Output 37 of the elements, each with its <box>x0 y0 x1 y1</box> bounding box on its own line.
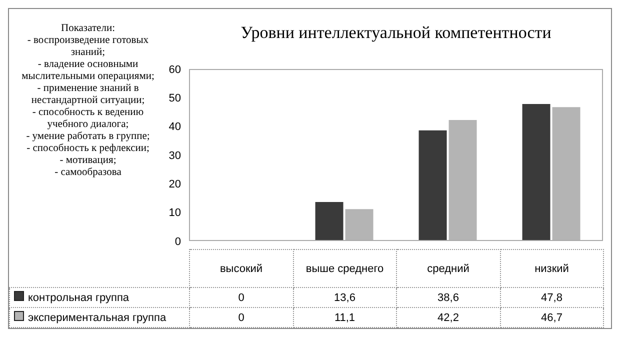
y-tick-label: 50 <box>168 92 181 105</box>
text: - самообразова <box>54 167 122 179</box>
x-tick-label: средний <box>396 250 500 288</box>
text: - воспроизведение готовых знаний; <box>26 35 150 59</box>
data-label: 46,7 <box>500 308 604 328</box>
legend-label: экспериментальная группа <box>10 308 190 328</box>
bar <box>418 130 447 241</box>
bar <box>552 107 580 241</box>
bar <box>448 120 477 241</box>
text: - способность к ведению учебного диалога; <box>31 107 145 131</box>
y-tick-label: 10 <box>168 207 181 220</box>
x-tick-label: высокий <box>190 250 293 288</box>
text: - применение знаний в нестандартной ситуации; <box>30 83 146 107</box>
data-label: 42,2 <box>396 308 500 328</box>
data-label: 0 <box>190 288 293 308</box>
chart-title: Уровни интеллектуальной компетентности <box>240 23 552 43</box>
y-tick-label: 40 <box>168 121 181 134</box>
text: Показатели: <box>60 23 116 35</box>
text: - способность к рефлексии; <box>26 143 150 155</box>
data-label: 47,8 <box>500 288 604 308</box>
x-tick-label: выше среднего <box>293 250 396 288</box>
bar <box>522 104 550 241</box>
data-label: 11,1 <box>293 308 396 328</box>
bar <box>345 209 374 241</box>
text: - мотивация; <box>58 155 118 167</box>
x-tick-label: низкий <box>500 250 604 288</box>
data-label: 13,6 <box>293 288 396 308</box>
y-tick-label: 30 <box>168 150 181 162</box>
y-tick-label: 0 <box>174 236 181 248</box>
text: - владение основными мыслительными операциями; <box>20 59 156 83</box>
bar <box>315 202 344 241</box>
y-tick-label: 60 <box>168 64 181 76</box>
text: - умение работать в группе; <box>25 131 151 143</box>
legend-label: контрольная группа <box>10 288 190 308</box>
y-tick-label: 20 <box>168 178 181 191</box>
data-label: 38,6 <box>396 288 500 308</box>
data-label: 0 <box>190 308 293 328</box>
